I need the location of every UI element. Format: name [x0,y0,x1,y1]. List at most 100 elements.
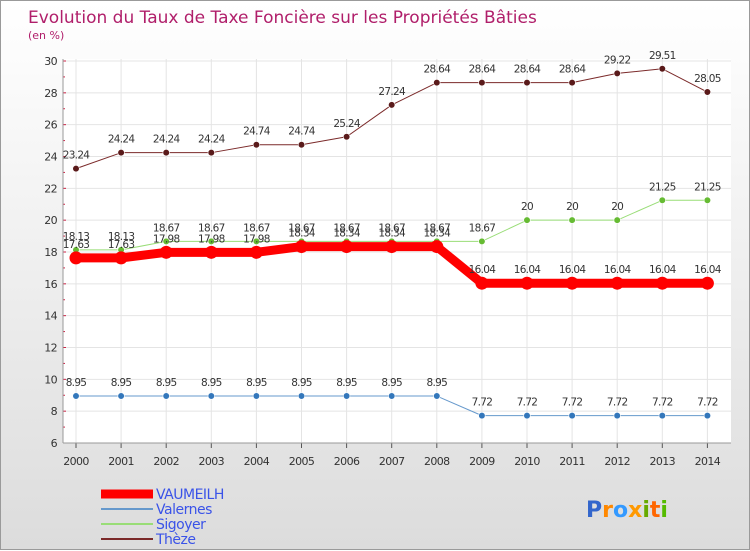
data-label: 24.24 [153,134,181,146]
data-point [117,149,125,157]
data-point [478,237,486,245]
data-label: 18.67 [288,222,315,234]
ytick-label: 14 [44,310,57,323]
data-label: 18.13 [63,231,90,243]
data-label: 17.63 [108,239,135,251]
data-label: 18.13 [108,231,135,243]
data-label: 25.24 [333,118,361,130]
data-label: 17.98 [153,233,180,245]
data-label: 17.63 [63,239,90,251]
logo-letter: P [586,498,602,523]
ytick-label: 20 [44,214,57,227]
data-point [343,133,351,141]
data-label: 16.04 [649,264,677,276]
data-point [207,392,215,400]
data-point [568,79,576,87]
data-point [117,392,125,400]
xtick-label: 2004 [244,455,270,468]
xtick-label: 2012 [604,455,630,468]
data-point [72,392,80,400]
data-point [703,412,712,420]
logo-letter: x [628,498,642,523]
xtick-label: 2002 [153,455,179,468]
data-label: 18.67 [198,222,225,234]
data-label: 8.95 [111,377,132,389]
data-label: 8.95 [246,377,267,389]
data-point [162,392,170,400]
xtick-label: 2014 [695,455,721,468]
data-point [252,392,260,400]
data-label: 28.64 [469,64,497,76]
data-point [340,240,354,254]
data-point [658,412,666,420]
data-label: 8.95 [156,377,177,389]
data-label: 16.04 [604,264,632,276]
data-point [565,276,579,290]
xtick-label: 2006 [334,455,360,468]
data-label: 20 [521,201,533,213]
data-label: 18.34 [333,228,361,240]
data-label: 16.04 [694,264,722,276]
data-point [430,240,444,254]
data-label: 21.25 [694,181,721,193]
data-point [385,240,399,254]
data-label: 20 [611,201,623,213]
data-point [433,392,441,400]
data-point [658,196,666,204]
data-point [478,79,486,87]
data-point [433,79,441,87]
ytick-label: 8 [51,405,58,418]
data-point [613,69,621,78]
xtick-label: 2013 [649,455,675,468]
data-point [613,412,621,420]
data-label: 8.95 [381,377,402,389]
data-point [72,164,80,173]
data-point [475,276,489,290]
data-label: 18.34 [424,228,452,240]
data-label: 18.67 [469,222,496,234]
ytick-label: 18 [44,246,57,259]
logo-letter: t [650,498,661,523]
data-point [252,237,260,245]
data-point [297,392,306,400]
data-label: 7.72 [652,397,673,409]
chart-title: Evolution du Taux de Taxe Foncière sur l… [28,8,537,28]
chart-subtitle: (en %) [28,29,64,42]
data-label: 7.72 [472,397,493,409]
ytick-label: 30 [44,55,57,68]
data-label: 28.05 [694,73,721,85]
ytick-label: 22 [44,182,57,195]
ytick-label: 10 [44,373,57,386]
data-point [252,141,260,149]
data-label: 24.74 [243,126,271,138]
data-label: 24.24 [108,134,136,146]
data-label: 29.22 [604,54,631,66]
data-label: 21.25 [649,181,676,193]
data-label: 18.67 [424,222,451,234]
xtick-label: 2010 [514,455,540,468]
xtick-label: 2008 [424,455,450,468]
data-point [207,149,215,157]
data-point [162,237,170,245]
legend-label: Thèze [155,532,196,548]
data-label: 29.51 [649,50,676,62]
logo-text: Proxiti [586,498,668,523]
data-label: 24.74 [288,126,316,138]
series-valernes: 8.95 8.95 8.95 8.95 8.95 8.95 8.95 8.95 8.95 7.72… [66,377,718,420]
data-label: 18.34 [288,228,316,240]
data-label: 20 [566,201,578,213]
xtick-label: 2000 [63,455,89,468]
data-point [388,392,396,400]
data-point [343,392,351,400]
logo-letter: o [613,498,628,523]
data-label: 8.95 [427,377,448,389]
data-point [388,101,396,109]
data-point [703,196,712,204]
data-point [700,276,714,290]
ytick-label: 6 [51,437,58,450]
data-label: 18.67 [153,222,180,234]
ytick-label: 16 [44,278,57,291]
data-point [523,412,531,420]
